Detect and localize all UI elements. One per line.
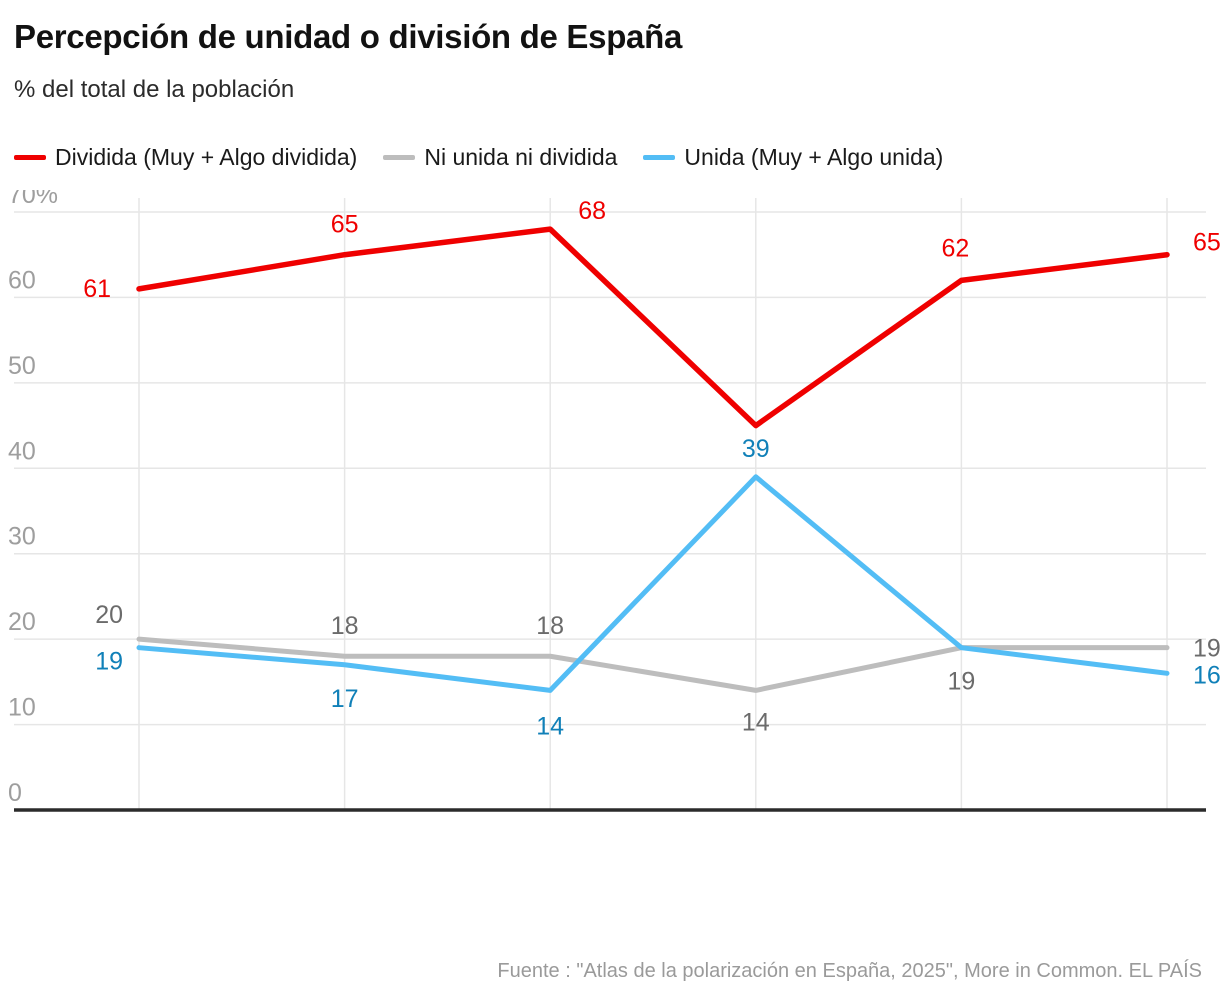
data-point-label: 65 (1193, 229, 1220, 257)
legend-label-ni-unida-ni-dividida: Ni unida ni dividida (424, 144, 618, 170)
legend-swatch-icon-dividida (14, 154, 46, 160)
data-point-label: 16 (1193, 661, 1220, 689)
legend-item-unida[interactable]: Unida (Muy + Algo unida) (643, 144, 943, 170)
data-point-label: 20 (95, 601, 123, 629)
source-note: Fuente : "Atlas de la polarización en Es… (497, 960, 1202, 982)
legend-item-dividida[interactable]: Dividida (Muy + Algo dividida) (14, 144, 357, 170)
chart-subtitle: % del total de la población (14, 76, 295, 103)
grid-lines (14, 211, 1206, 726)
legend-item-ni-unida-ni-dividida[interactable]: Ni unida ni dividida (383, 144, 617, 170)
chart-legend: Dividida (Muy + Algo dividida) Ni unida … (14, 140, 943, 174)
data-point-label: 39 (742, 435, 770, 463)
data-point-label: 18 (536, 612, 564, 640)
y-axis-tick-label: 40 (8, 437, 36, 465)
line-chart: 0 10 20 30 40 50 60 70% 61 65 68 62 65 20 18 18 14 19 19 1… (0, 190, 1220, 830)
data-labels: 61 65 68 62 65 20 18 18 14 19 19 19 17 14 39 16 (83, 197, 1220, 740)
legend-swatch-icon-ni-unida-ni-dividida (383, 154, 416, 160)
data-point-label: 62 (941, 234, 969, 262)
series-line[interactable] (136, 474, 1170, 693)
y-axis-tick-label: 50 (8, 352, 36, 380)
data-point-label: 68 (578, 197, 606, 225)
data-point-label: 14 (742, 708, 770, 736)
y-axis-tick-label: 70% (8, 190, 58, 209)
legend-label-dividida: Dividida (Muy + Algo dividida) (55, 144, 358, 170)
data-point-label: 18 (331, 612, 359, 640)
page-title: Percepción de unidad o división de Españ… (14, 18, 683, 55)
y-axis-tick-label: 30 (8, 523, 36, 551)
y-axis-ticks: 0 10 20 30 40 50 60 70% (8, 190, 58, 807)
data-point-label: 61 (83, 275, 111, 303)
legend-swatch-icon-unida (643, 154, 676, 160)
y-axis-tick-label: 0 (8, 779, 22, 807)
data-point-label: 19 (947, 668, 975, 696)
series-lines (136, 226, 1170, 693)
data-point-label: 19 (95, 648, 123, 676)
data-point-label: 17 (331, 685, 359, 713)
y-axis-tick-label: 10 (8, 694, 36, 722)
series-line[interactable] (136, 226, 1170, 429)
y-axis-tick-label: 60 (8, 266, 36, 294)
data-point-label: 14 (536, 712, 564, 740)
y-axis-tick-label: 20 (8, 608, 36, 636)
vertical-grid-lines (138, 198, 1168, 810)
data-point-label: 65 (331, 211, 359, 239)
legend-label-unida: Unida (Muy + Algo unida) (684, 144, 944, 170)
data-point-label: 19 (1193, 635, 1220, 663)
series-line[interactable] (136, 636, 1170, 693)
